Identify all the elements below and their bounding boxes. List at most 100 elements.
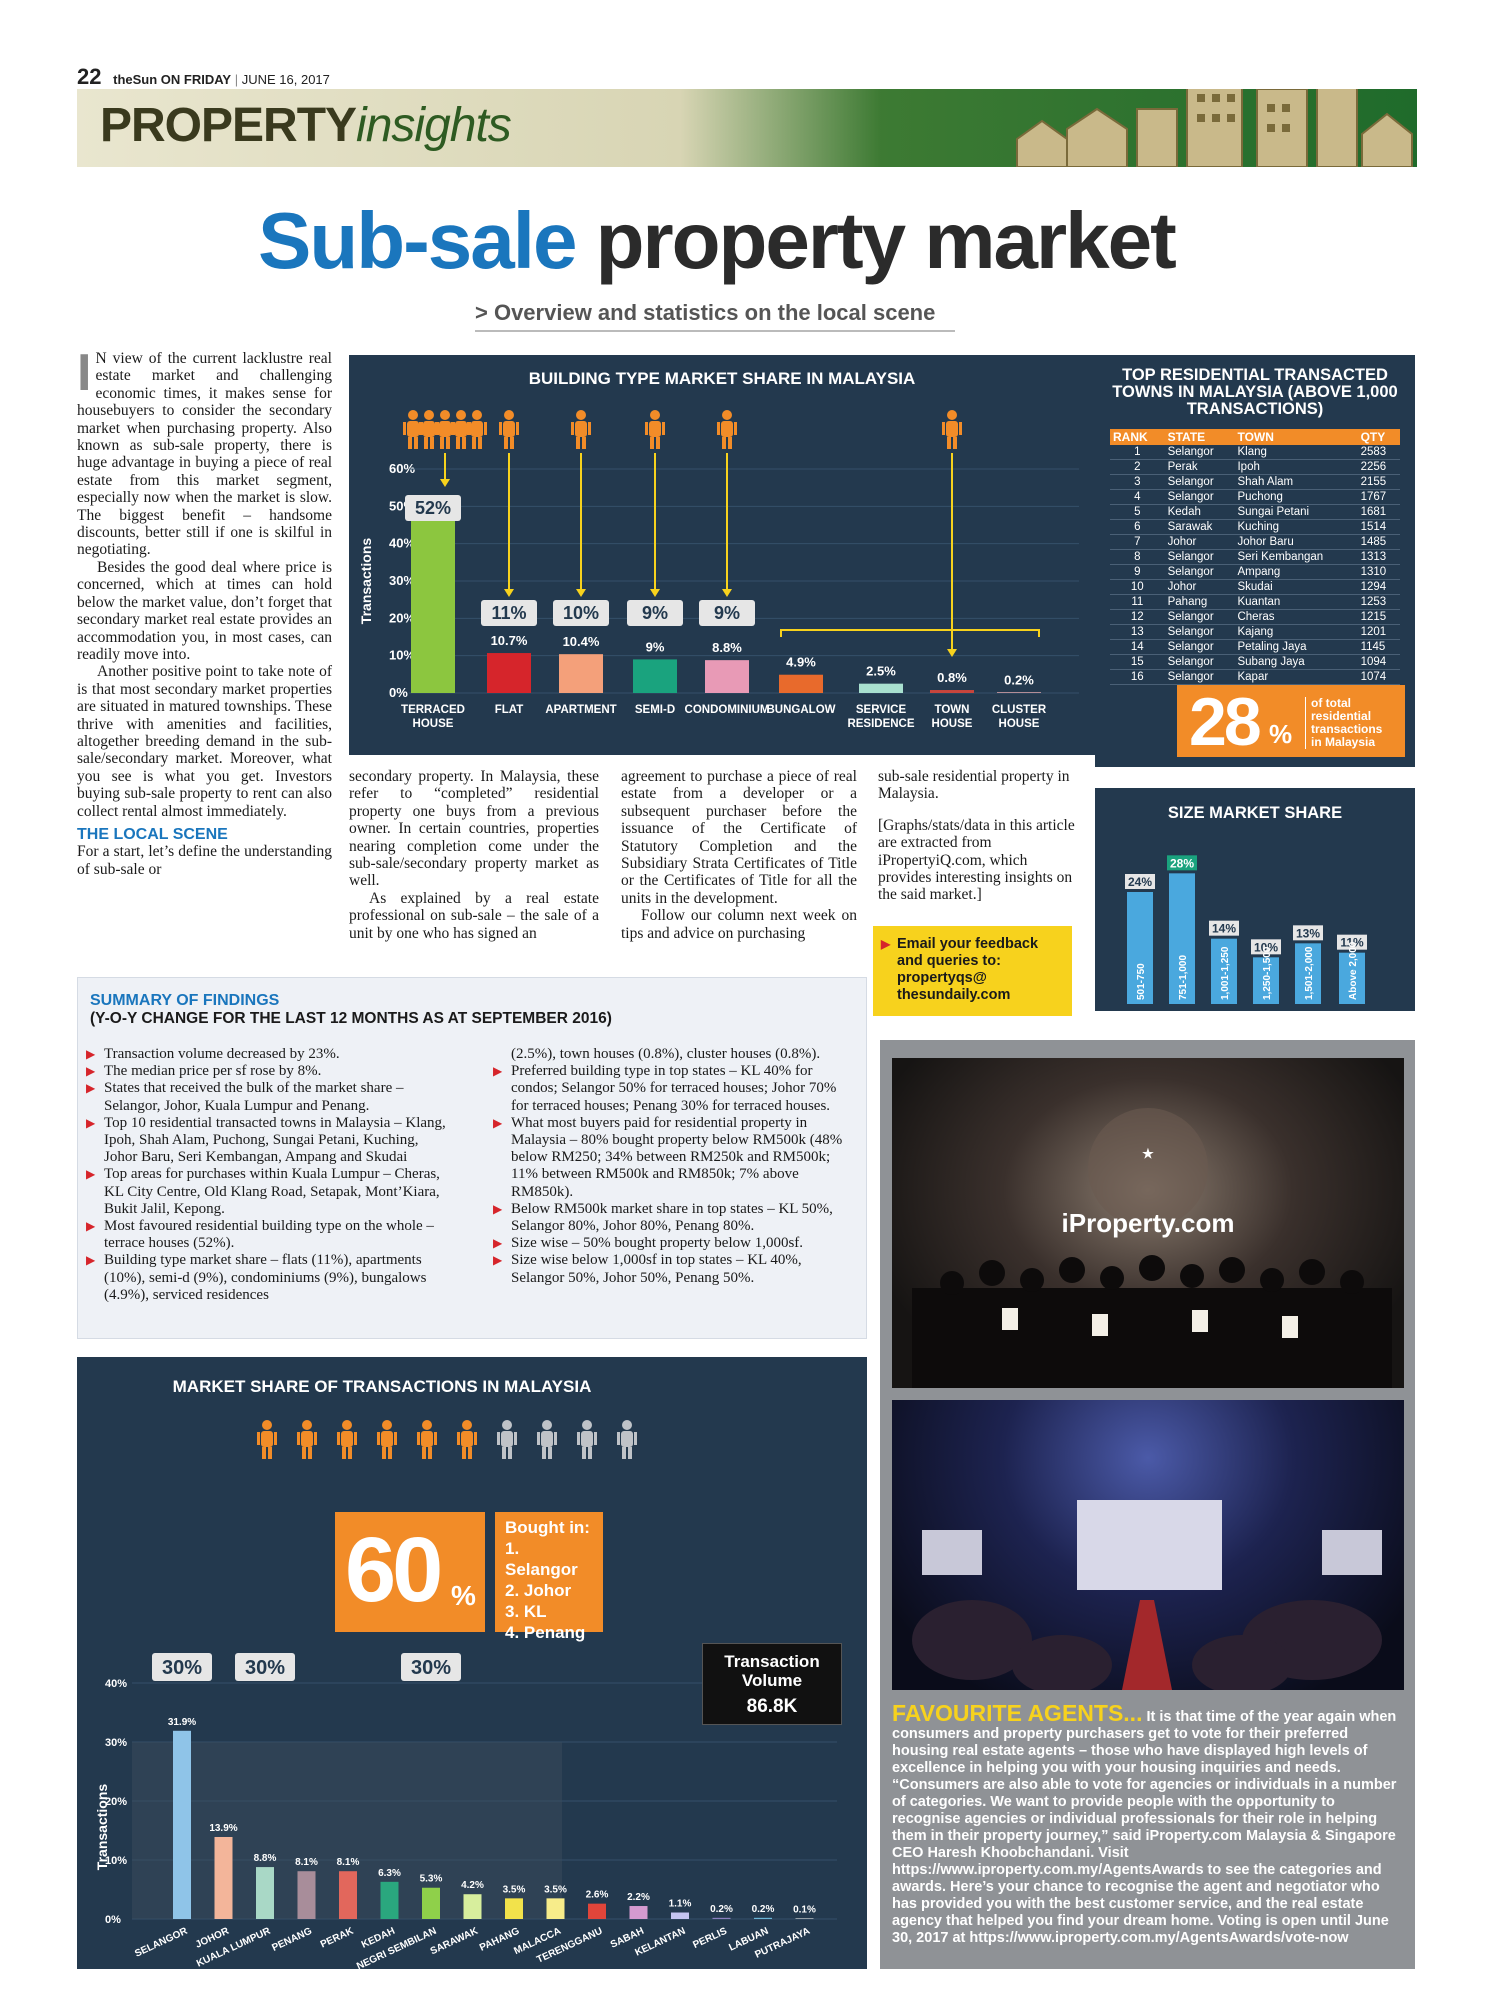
person-icon <box>499 410 519 449</box>
person-icon-leg-right <box>588 1447 592 1459</box>
bar-value-label: 2.2% <box>627 1892 650 1903</box>
bar-value-label: 1.1% <box>669 1899 692 1910</box>
skyline-illustration <box>1016 89 1413 167</box>
callout-label: 30% <box>245 1657 285 1679</box>
towns-cell: Sarawak <box>1164 519 1235 536</box>
list-item: Transaction volume decreased by 23%. <box>86 1046 451 1063</box>
category-label: CLUSTER <box>992 704 1047 716</box>
person-icon-leg-right <box>388 1447 392 1459</box>
col3-paragraph-2: Follow our column next week on tips and … <box>621 907 857 942</box>
person-icon-arm-left <box>577 1432 580 1445</box>
page-title: Sub-sale property market <box>258 195 1177 287</box>
bought-in-item: 3. KL <box>505 1602 547 1621</box>
towns-cell: 14 <box>1110 639 1165 656</box>
towns-cell: 1253 <box>1357 594 1400 611</box>
bar-value-label: 8.1% <box>295 1857 318 1868</box>
callout-label: 52% <box>415 498 451 518</box>
person-icon-leg-right <box>728 437 732 449</box>
towns-cell: 3 <box>1110 474 1165 491</box>
y-tick-label: 0% <box>389 685 408 700</box>
person-icon-head <box>504 410 514 420</box>
size-chart-title: SIZE MARKET SHARE <box>1167 804 1343 822</box>
size-value-label: 10% <box>1254 940 1278 954</box>
bar-value-label: 8.8% <box>254 1853 277 1864</box>
bar-putrajaya <box>795 1918 814 1919</box>
category-label: CONDOMINIUM <box>685 704 770 716</box>
bar-value-label: 9% <box>646 639 665 654</box>
list-item: Building type market share – flats (11%)… <box>86 1252 451 1304</box>
bought-in-list: 1. Selangor 2. Johor 3. KL 4. Penang <box>505 1538 593 1643</box>
person-icon-body <box>461 1431 473 1447</box>
size-value-label: 11% <box>1340 936 1364 950</box>
arrow-head-icon <box>576 589 586 597</box>
towns-cell: 1094 <box>1357 654 1400 671</box>
person-icon-head <box>408 410 418 420</box>
person-icon-arm-left <box>417 1432 420 1445</box>
callout-box <box>699 600 755 626</box>
towns-cell: 12 <box>1110 609 1165 626</box>
bar-flat <box>487 653 531 693</box>
towns-cell: Johor <box>1164 534 1235 551</box>
towns-cell: Selangor <box>1164 549 1235 566</box>
person-icon <box>497 1420 517 1459</box>
size-bar <box>1169 873 1195 1004</box>
page-number: 22 <box>77 64 102 89</box>
category-label: SEMI-D <box>635 704 675 716</box>
email-feedback-label[interactable]: Email your feedback and queries to: prop… <box>897 936 1039 1003</box>
person-icon <box>942 410 962 449</box>
person-icon <box>457 1420 477 1459</box>
person-icon-arm-left <box>419 422 422 435</box>
towns-cell: Selangor <box>1164 609 1235 626</box>
person-icon-leg-left <box>622 1447 626 1459</box>
bar-malacca <box>546 1898 565 1919</box>
arrow-head-icon <box>504 589 514 597</box>
y-axis-label: Transactions <box>94 1784 110 1871</box>
y-tick-label: 30% <box>105 1737 127 1749</box>
towns-cell: 1294 <box>1357 579 1400 596</box>
towns-cell: 1215 <box>1357 609 1400 626</box>
top-towns-table: RANK STATE TOWN QTY 1 Selangor Klang 2583 2 Pera… <box>1110 429 1400 686</box>
bar-kedah <box>380 1881 399 1919</box>
article-column-2: secondary property. In Malaysia, these r… <box>349 768 599 942</box>
summary-list-left: Transaction volume decreased by 23%.The … <box>86 1046 451 1304</box>
bar-value-label: 10.7% <box>491 633 528 648</box>
person-icon-body <box>261 1431 273 1447</box>
person-icon-leg-left <box>542 1447 546 1459</box>
person-icon-body <box>581 1431 593 1447</box>
towns-cell: 5 <box>1110 504 1165 521</box>
email-feedback-box: ▶ Email your feedback and queries to: pr… <box>873 926 1072 1016</box>
y-tick-label: 40% <box>105 1678 127 1690</box>
towns-cell: Sungai Petani <box>1234 504 1358 521</box>
arrow-icon: ▶ <box>881 937 891 951</box>
person-icon-head <box>650 410 660 420</box>
table-row: 7 Johor Johor Baru 1485 <box>1110 534 1400 551</box>
towns-cell: Selangor <box>1164 445 1235 461</box>
bar-pahang <box>505 1898 523 1919</box>
person-icon <box>297 1420 317 1459</box>
table-row: 13 Selangor Kajang 1201 <box>1110 624 1400 641</box>
bar-value-label: 4.9% <box>786 655 816 670</box>
y-tick-label: 20% <box>105 1796 127 1808</box>
towns-cell: 6 <box>1110 519 1165 536</box>
title-blue: Sub-sale <box>258 196 577 285</box>
person-icon <box>417 1420 437 1459</box>
person-icon-arm-right <box>394 1432 397 1445</box>
towns-cell: Seri Kembangan <box>1234 549 1358 566</box>
person-icon-body <box>621 1431 633 1447</box>
category-label: FLAT <box>495 704 524 716</box>
person-icon-arm-right <box>274 1432 277 1445</box>
callout-label: 11% <box>491 603 526 623</box>
summary-title: SUMMARY OF FINDINGS <box>90 992 280 1009</box>
person-icon-arm-right <box>734 422 737 435</box>
towns-cell: Selangor <box>1164 654 1235 671</box>
building-type-chart: BUILDING TYPE MARKET SHARE IN MALAYSIA 6… <box>349 355 1095 755</box>
person-icon-arm-left <box>377 1432 380 1445</box>
person-icon-arm-right <box>959 422 962 435</box>
col4-paragraph-2: [Graphs/stats/data in this article are e… <box>878 816 1075 904</box>
person-icon-leg-right <box>446 437 450 449</box>
bar-negri-sembilan <box>422 1887 440 1919</box>
bar-kuala-lumpur <box>256 1867 274 1919</box>
person-icon-body <box>421 1431 433 1447</box>
person-icon <box>577 1420 597 1459</box>
bar-perak <box>339 1871 357 1919</box>
